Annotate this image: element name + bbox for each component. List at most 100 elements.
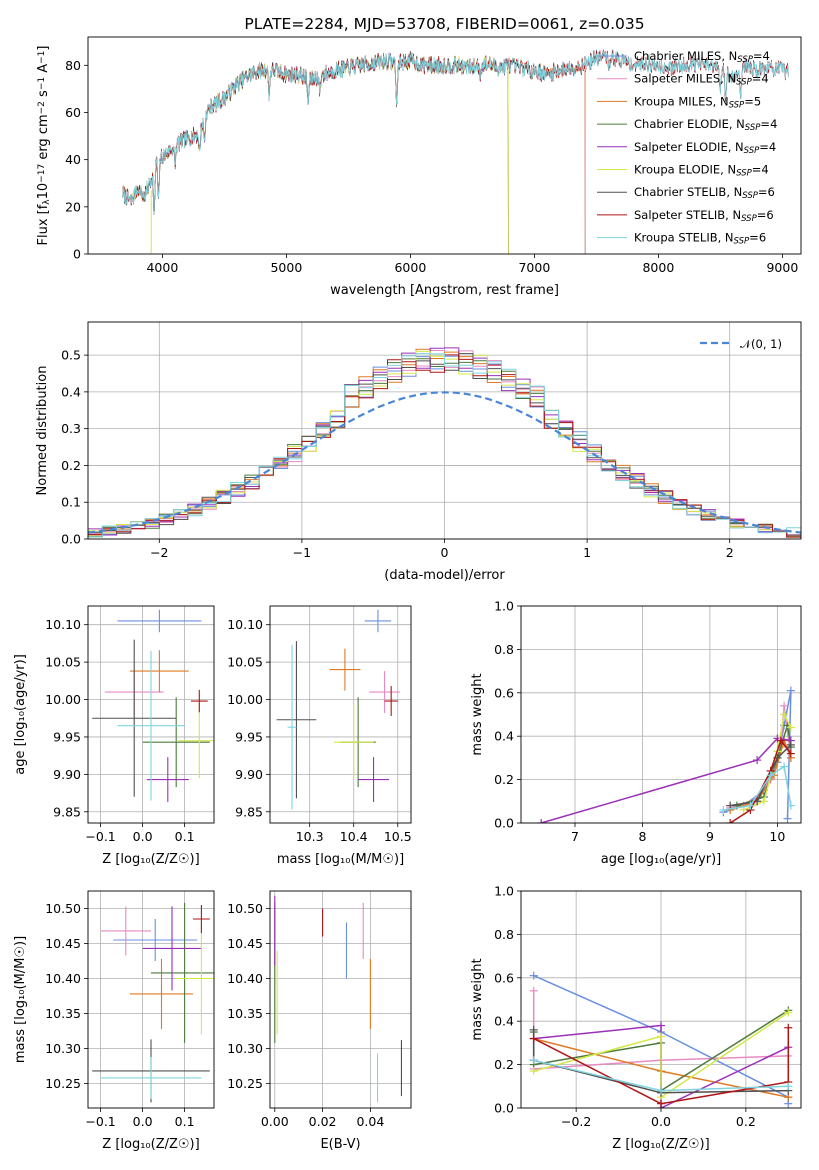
x-tick-label: 0.00 (261, 1114, 289, 1129)
y-tick-label: 9.95 (53, 729, 81, 744)
z-weight-panel: −0.2 0.0 0.2 0.0 0.2 0.4 0.6 0.8 1.0 Z [log₁₀(Z/Z… (470, 884, 802, 1152)
y-tick-label: 0.8 (494, 642, 514, 657)
y-tick-label: 10.50 (227, 901, 263, 916)
legend-nssp-sub: SSP (736, 169, 752, 179)
legend-nssp-value: 6 (766, 208, 773, 222)
y-tick-label: 0 (73, 247, 81, 262)
y-tick-label: 9.90 (53, 767, 81, 782)
age-weight-plot-area (537, 686, 795, 823)
legend-series-name: Kroupa ELODIE (634, 163, 720, 177)
x-tick-label: −1 (293, 545, 311, 560)
x-tick-label: 5000 (270, 260, 302, 275)
y-tick-label: 0.2 (494, 1057, 514, 1072)
x-tick-label: 9 (706, 829, 714, 844)
legend-nssp-sub: SSP (742, 191, 758, 201)
axes-frame (87, 605, 215, 824)
legend-label: Chabrier STELIB, NSSP=6 (634, 185, 775, 201)
y-tick-label: 10.05 (45, 655, 81, 670)
y-tick-label: 0.4 (494, 1014, 514, 1029)
y-axis-label-part: −1 (37, 51, 47, 64)
ebv-mass-plot-area (274, 895, 402, 1103)
y-tick-label: 0.2 (61, 458, 81, 473)
legend-nssp-sub: SSP (744, 146, 760, 156)
weight-line (729, 738, 792, 811)
y-tick-label: 20 (65, 199, 81, 214)
legend-label: 𝒩(0, 1) (740, 337, 782, 351)
legend-nssp-value: 4 (770, 117, 777, 131)
axes-frame (87, 890, 215, 1109)
y-axis-label-part: ] (36, 46, 51, 51)
y-tick-label: 0.3 (61, 421, 81, 436)
y-axis-label-part: erg cm (36, 114, 51, 163)
x-tick-label: 6000 (394, 260, 426, 275)
legend: 𝒩(0, 1) (700, 337, 782, 351)
y-tick-label: 0.0 (494, 816, 514, 831)
x-tick-label: 0.02 (309, 1114, 337, 1129)
y-tick-label: 0.6 (494, 970, 514, 985)
legend-label: Kroupa MILES, NSSP=5 (634, 94, 761, 110)
weight-line (540, 737, 792, 823)
x-axis-label: Z [log₁₀(Z/Z☉)] (612, 1137, 709, 1152)
y-tick-label: 10.40 (45, 971, 81, 986)
legend-nssp-value: 4 (761, 163, 768, 177)
y-tick-label: 0.4 (61, 384, 81, 399)
legend-series-name: Kroupa MILES (634, 94, 713, 108)
y-tick-label: 10.45 (227, 936, 263, 951)
x-axis-label: Z [log₁₀(Z/Z☉)] (102, 1137, 199, 1152)
legend-nssp-sub: SSP (737, 55, 753, 65)
legend-nssp-prefix: , N (728, 140, 744, 154)
legend-series-name: Chabrier STELIB (634, 185, 726, 199)
legend-nssp-eq: = (752, 72, 762, 86)
y-tick-label: 10.05 (227, 655, 263, 670)
x-tick-label: 1 (583, 545, 591, 560)
age-weight-panel: 7 8 9 10 0.0 0.2 0.4 0.6 0.8 1.0 age [log₁₀(age/yr… (470, 599, 802, 867)
x-tick-label: 8000 (642, 260, 674, 275)
y-tick-label: 10.40 (227, 971, 263, 986)
y-tick-label: 10.35 (227, 1006, 263, 1021)
gaussian-curve (88, 391, 801, 534)
legend-nssp-value: 4 (763, 49, 770, 63)
legend-nssp-value: 6 (768, 185, 775, 199)
legend-nssp-eq: = (758, 185, 768, 199)
legend-nssp-value: 6 (759, 231, 766, 245)
legend-label: Salpeter MILES, NSSP=4 (634, 72, 769, 88)
axes-frame (269, 605, 412, 824)
y-tick-label: 60 (65, 105, 81, 120)
z-age-plot-area (92, 609, 214, 803)
y-tick-label: 1.0 (494, 884, 514, 899)
y-tick-label: 40 (65, 152, 81, 167)
legend-nssp-prefix: , N (718, 231, 734, 245)
axes-frame (87, 321, 802, 540)
legend-series-name: Salpeter STELIB (634, 208, 725, 222)
legend-nssp-sub: SSP (736, 78, 752, 88)
residuals-panel: −2 −1 0 1 2 0.0 0.1 0.2 0.3 0.4 0.5 (data-model)/er… (35, 321, 802, 583)
y-axis-label-part: λ (42, 199, 52, 205)
y-tick-label: 9.85 (235, 804, 263, 819)
legend-series-name: Chabrier MILES (634, 49, 721, 63)
x-tick-label: 10.5 (384, 829, 412, 844)
x-axis-label: wavelength [Angstrom, rest frame] (330, 283, 559, 298)
weight-line (533, 1011, 789, 1099)
axes-frame (87, 36, 802, 255)
y-axis-label-part: −17 (37, 164, 47, 183)
spectrum-line (122, 52, 586, 254)
legend-series-name: Kroupa STELIB (634, 231, 718, 245)
y-tick-label: 10.30 (227, 1041, 263, 1056)
weight-line (532, 1029, 789, 1094)
x-axis-label: E(B-V) (320, 1137, 360, 1152)
x-tick-label: 0.1 (175, 1114, 195, 1129)
y-tick-label: 0.0 (61, 532, 81, 547)
x-axis-label: Z [log₁₀(Z/Z☉)] (102, 852, 199, 867)
x-tick-label: 0.0 (651, 1114, 671, 1129)
y-tick-label: 0.4 (494, 729, 514, 744)
x-tick-label: −2 (150, 545, 168, 560)
legend-nssp-prefix: , N (729, 117, 745, 131)
y-tick-label: 10.45 (45, 936, 81, 951)
y-axis-label-part: A (36, 64, 51, 77)
y-axis-label-part: s (36, 90, 51, 101)
chart-title: PLATE=2284, MJD=53708, FIBERID=0061, z=0… (244, 15, 644, 33)
legend-label: Salpeter ELODIE, NSSP=4 (634, 140, 776, 156)
y-tick-label: 0.5 (61, 348, 81, 363)
x-tick-label: 0.0 (133, 1114, 153, 1129)
